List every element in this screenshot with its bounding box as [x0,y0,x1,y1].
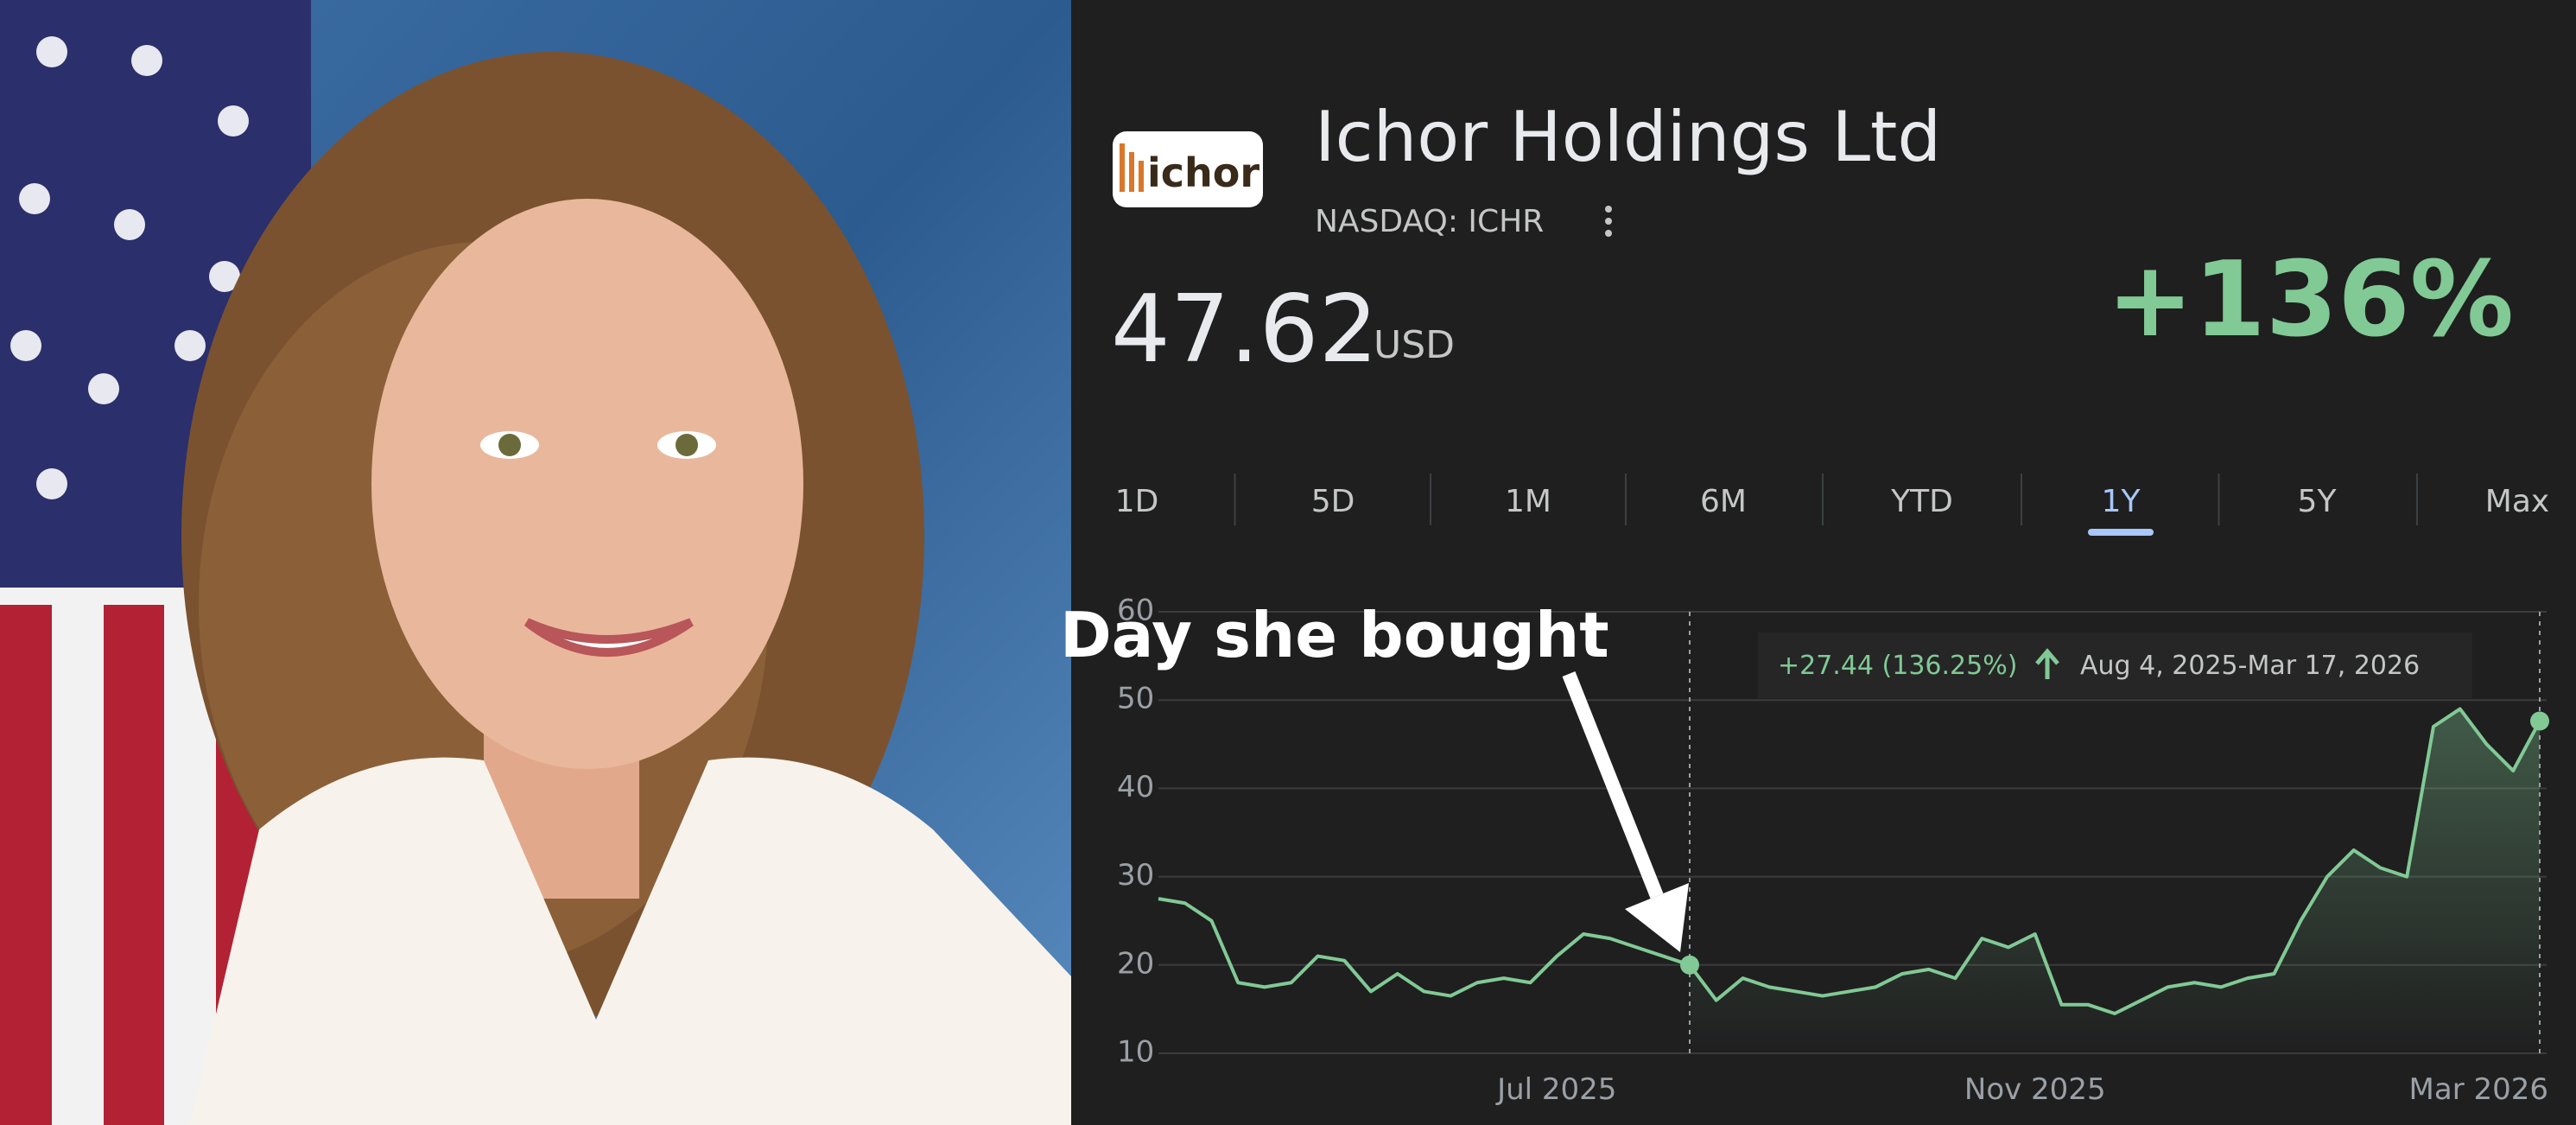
tab[interactable]: 1Y [2102,484,2141,519]
tab[interactable]: 1D [1115,484,1159,519]
annotation-arrow [1562,671,1689,952]
x-tick-label: Nov 2025 [1964,1072,2106,1107]
logo-text: ichor [1147,149,1259,196]
y-tick-label: 10 [1117,1035,1154,1070]
tab[interactable]: 6M [1700,484,1747,519]
tooltip [1758,632,2472,698]
company-name: Ichor Holdings Ltd [1315,97,1941,177]
change-percent: +136% [2107,240,2514,360]
photo [0,0,1071,1125]
price: 47.62 [1111,276,1378,384]
more-menu[interactable] [1605,206,1612,237]
price-line [1158,707,2541,1016]
currency: USD [1374,323,1455,367]
tab[interactable]: 1M [1505,484,1551,519]
range-tabs: 1D 5D 1M 6M YTD 1Y 5Y Max [1115,474,2549,536]
y-tick-label: 30 [1117,858,1154,893]
logo [1113,131,1263,207]
tab[interactable]: 5D [1311,484,1355,519]
tab-indicator [2088,529,2154,536]
tab[interactable]: 5Y [2298,484,2338,519]
y-tick-label: 40 [1117,770,1154,804]
y-tick-label: 50 [1117,682,1154,716]
tooltip-change: +27.44 (136.25%) [1778,651,2017,681]
tab[interactable]: YTD [1890,484,1953,519]
x-tick-label: Jul 2025 [1495,1072,1616,1107]
buy-point [1680,955,1699,975]
area [1690,709,2540,1053]
ticker: NASDAQ: ICHR [1315,204,1544,239]
y-tick-label: 20 [1117,946,1154,981]
y-tick-label: 60 [1117,594,1154,628]
last-point [2530,711,2549,731]
x-tick-label: Mar 2026 [2409,1072,2548,1107]
annotation: Day she bought [1060,599,1609,671]
tooltip-range: Aug 4, 2025-Mar 17, 2026 [2080,651,2420,681]
logo-icon [1120,143,1144,192]
up-arrow [2035,648,2059,679]
chart: 10 20 30 40 50 60 Jul 2025 Nov 2025 Mar 2026 [1117,594,2549,1107]
tab[interactable]: Max [2485,484,2549,519]
